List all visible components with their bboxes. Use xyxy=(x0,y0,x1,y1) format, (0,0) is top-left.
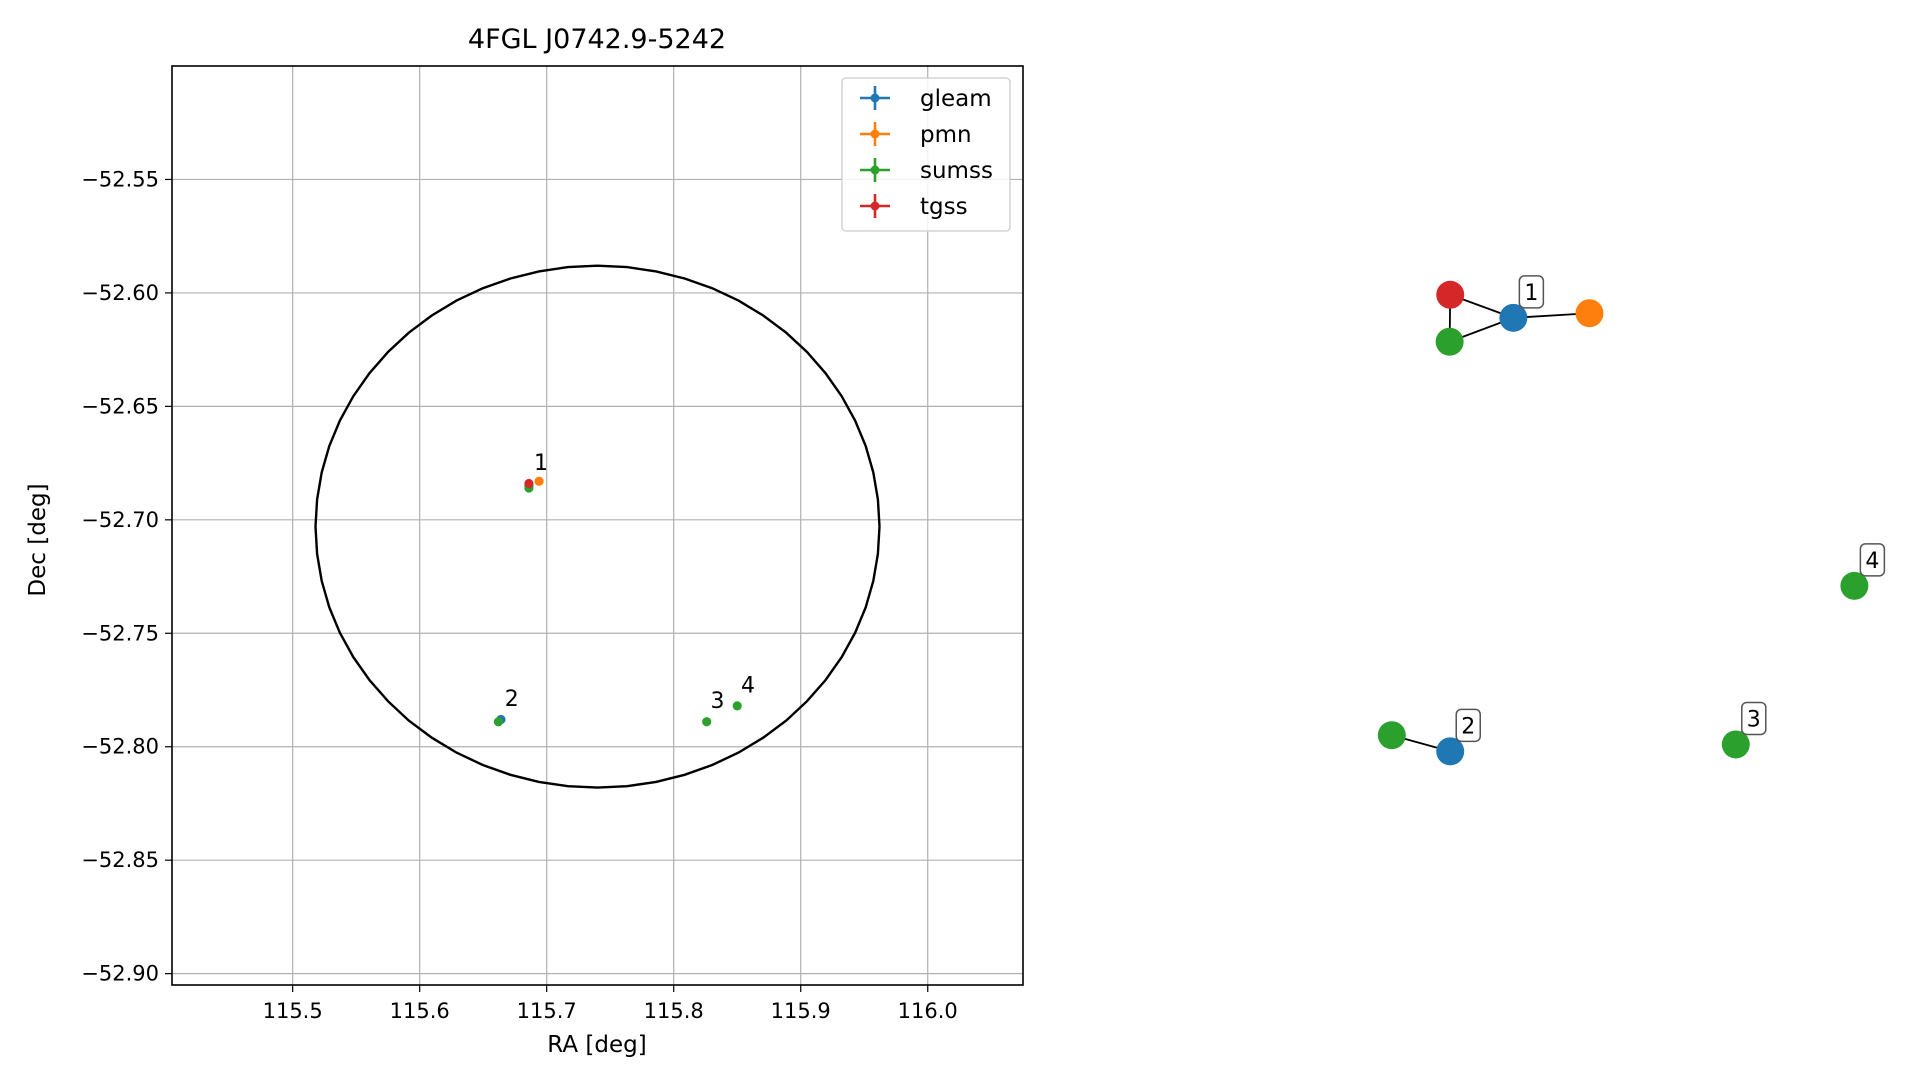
network-node-s1 xyxy=(1435,327,1464,356)
legend-box xyxy=(841,77,1011,232)
x-axis-label: RA [deg] xyxy=(547,1032,646,1058)
y-tick-label: −52.80 xyxy=(81,735,159,759)
network-node-t1 xyxy=(1436,280,1465,309)
point-annotation: 2 xyxy=(505,687,519,712)
legend-label-tgss: tgss xyxy=(920,194,968,220)
legend: gleam pmn sumss tgss xyxy=(841,77,1011,232)
legend-label-gleam: gleam xyxy=(920,86,992,112)
network-label: 3 xyxy=(1747,707,1761,732)
error-ellipse-layer xyxy=(314,264,881,789)
x-tick-label: 115.6 xyxy=(390,999,450,1023)
legend-label-sumss: sumss xyxy=(920,158,993,184)
network-label-box xyxy=(1518,275,1545,309)
network-node-s3 xyxy=(1721,730,1750,759)
y-axis-label: Dec [deg] xyxy=(25,483,51,596)
annotations-layer: 1 2 34 xyxy=(505,451,755,714)
network-node-g2 xyxy=(1436,737,1465,766)
network-label-box xyxy=(1455,708,1481,743)
grid xyxy=(172,66,1023,985)
x-tick-label: 115.5 xyxy=(263,999,323,1023)
x-tick-label: 116.0 xyxy=(898,999,958,1023)
y-tick-label: −52.85 xyxy=(81,848,159,872)
network-nodes xyxy=(1377,280,1869,766)
network-node-p1 xyxy=(1575,299,1604,328)
network-label: 1 xyxy=(1524,281,1538,306)
legend-label-pmn: pmn xyxy=(920,122,972,148)
point-annotation: 4 xyxy=(741,673,755,698)
network-labels: 1 2 3 4 xyxy=(1455,275,1886,743)
network-label-box xyxy=(1741,701,1767,736)
legend-dot-pmn xyxy=(870,129,880,139)
x-tick-label: 115.9 xyxy=(771,999,831,1023)
tgss-point xyxy=(524,478,534,489)
legend-dot-gleam xyxy=(870,93,880,103)
network-label: 4 xyxy=(1865,549,1879,574)
error-ellipse xyxy=(314,264,881,789)
ticks-layer: 115.5 115.6 115.7 115.8 115.9 116.0 −52.55 −52.… xyxy=(81,167,958,1023)
chart-title: 4FGL J0742.9-5242 xyxy=(468,24,726,55)
network-label: 2 xyxy=(1461,714,1475,739)
network-panel: 1 2 3 4 xyxy=(1377,275,1886,766)
axes-frame xyxy=(171,65,1024,986)
sumss-point xyxy=(702,717,712,727)
y-tick-label: −52.60 xyxy=(81,281,159,305)
x-tick-label: 115.8 xyxy=(644,999,704,1023)
y-tick-label: −52.75 xyxy=(81,621,159,645)
pmn-point xyxy=(534,476,544,486)
sumss-point xyxy=(493,717,504,727)
network-node-s2 xyxy=(1377,721,1406,750)
point-annotation: 1 xyxy=(534,451,548,476)
scatter-panel: 1 2 34 115.5 115.6 115.7 115.8 115.9 116.0 −52.5… xyxy=(25,24,1024,1058)
network-label-box xyxy=(1859,543,1886,577)
sumss-point xyxy=(732,701,742,711)
network-node-g1 xyxy=(1499,303,1528,332)
points-layer xyxy=(493,476,742,727)
y-tick-label: −52.90 xyxy=(81,962,159,986)
y-tick-label: −52.55 xyxy=(81,167,159,191)
y-tick-label: −52.65 xyxy=(81,394,159,418)
x-tick-label: 115.7 xyxy=(517,999,577,1023)
legend-dot-sumss xyxy=(870,165,880,175)
network-node-s4 xyxy=(1840,571,1869,600)
point-annotation: 3 xyxy=(711,689,725,714)
legend-dot-tgss xyxy=(870,201,880,211)
y-tick-label: −52.70 xyxy=(81,508,159,532)
